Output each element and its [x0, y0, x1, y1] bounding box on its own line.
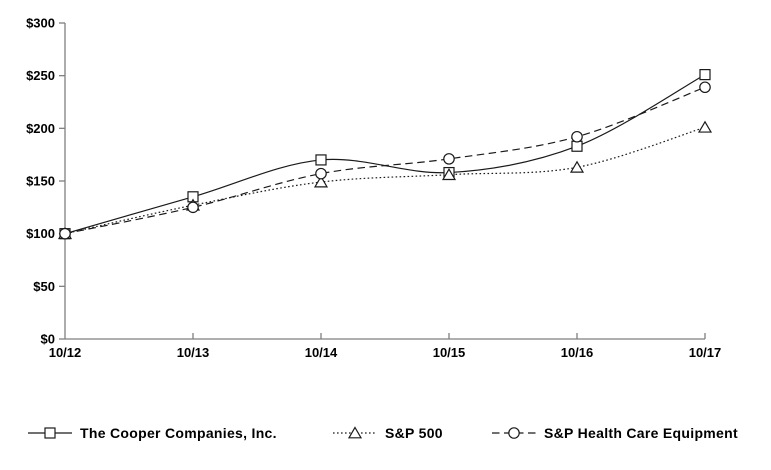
legend-label-cooper: The Cooper Companies, Inc.: [80, 425, 277, 441]
x-tick-label: 10/15: [433, 345, 466, 360]
series-2-marker: [571, 130, 583, 143]
series-1-marker: [441, 167, 457, 181]
series-2-marker: [187, 201, 199, 214]
x-tick-label: 10/14: [305, 345, 338, 360]
series-line-1: [64, 126, 706, 235]
y-tick-label: $50: [33, 279, 55, 294]
x-tick-label: 10/17: [689, 345, 722, 360]
series-0-marker: [699, 69, 711, 81]
series-2-marker: [59, 227, 71, 240]
series-2-marker: [699, 81, 711, 94]
legend-key-triangle-icon: [333, 426, 377, 439]
legend-item-sp-healthcare: S&P Health Care Equipment: [492, 422, 738, 444]
plot-area: $0 $50 $100 $150 $200 $250 $300 10/12 10/13 10/14…: [26, 16, 722, 361]
chart-legend: The Cooper Companies, Inc. S&P 500 S&P H…: [0, 422, 771, 446]
x-tick-label: 10/13: [177, 345, 210, 360]
y-tick-label: $200: [26, 121, 55, 136]
y-tick-label: $100: [26, 226, 55, 241]
legend-label-sp-healthcare: S&P Health Care Equipment: [544, 425, 738, 441]
legend-item-sp500: S&P 500: [333, 422, 443, 444]
legend-key-marker: [347, 426, 363, 439]
y-tick-label: $300: [26, 16, 55, 31]
x-tick-label: 10/12: [49, 345, 82, 360]
x-tick-label: 10/16: [561, 345, 594, 360]
series-1-marker: [697, 120, 713, 133]
series-1-marker: [313, 175, 329, 188]
series-line-2: [64, 86, 706, 235]
series-0-marker: [571, 140, 583, 152]
legend-label-sp500: S&P 500: [385, 425, 443, 441]
legend-key-circle-icon: [492, 427, 536, 439]
legend-key-square-icon: [28, 427, 72, 439]
y-tick-label: $150: [26, 174, 55, 189]
series-1-marker: [569, 160, 585, 173]
series-0-marker: [315, 154, 327, 166]
series-line-0: [64, 74, 706, 235]
legend-item-cooper: The Cooper Companies, Inc.: [28, 422, 277, 444]
series-2-marker: [315, 167, 327, 180]
legend-key-marker: [44, 427, 56, 439]
y-tick-label: $0: [41, 332, 55, 347]
legend-key-marker: [508, 427, 520, 439]
series-2-marker: [443, 153, 455, 165]
y-tick-label: $250: [26, 68, 55, 83]
